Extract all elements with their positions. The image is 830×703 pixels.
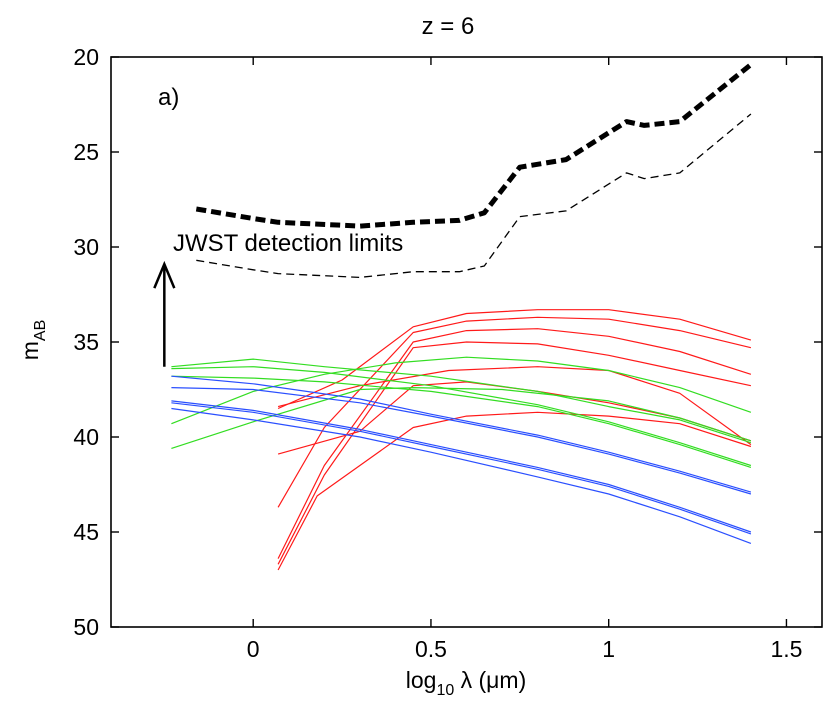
y-tick-label: 25 bbox=[73, 139, 99, 165]
y-tick-label: 50 bbox=[73, 614, 99, 640]
x-axis-label: log10 λ (μm) bbox=[406, 667, 527, 699]
series-line-18 bbox=[171, 402, 752, 535]
detection-arrow bbox=[153, 260, 176, 367]
series-line-8 bbox=[277, 411, 752, 571]
y-axis-label-base: m bbox=[17, 341, 43, 360]
x-tick-label: 1 bbox=[602, 636, 615, 662]
tick-layer: 0 0.5 1 1.5 20 25 30 35 40 45 50 bbox=[73, 44, 822, 662]
x-axis-label-base: log bbox=[406, 667, 437, 693]
series-line-16 bbox=[171, 387, 752, 495]
y-tick-label: 30 bbox=[73, 234, 99, 260]
series-line-1 bbox=[195, 62, 753, 229]
y-tick-label: 40 bbox=[73, 424, 99, 450]
y-tick-label: 20 bbox=[73, 44, 99, 70]
y-axis-label: mAB bbox=[17, 320, 49, 361]
series-line-19 bbox=[171, 407, 752, 544]
x-axis-label-subscript: 10 bbox=[436, 682, 454, 699]
series-line-3 bbox=[277, 309, 752, 410]
series-line-12 bbox=[171, 375, 752, 468]
x-tick-label: 0.5 bbox=[415, 636, 447, 662]
series-line-5 bbox=[277, 328, 752, 559]
series-line-13 bbox=[171, 356, 752, 425]
series-line-10 bbox=[171, 358, 752, 444]
series-line-6 bbox=[277, 341, 752, 565]
series-line-11 bbox=[171, 366, 752, 467]
series-line-15 bbox=[171, 375, 752, 493]
panel-label: a) bbox=[158, 84, 179, 111]
y-tick-label: 45 bbox=[73, 519, 99, 545]
series-line-14 bbox=[171, 387, 752, 449]
series-line-4 bbox=[277, 316, 752, 508]
x-tick-label: 1.5 bbox=[770, 636, 802, 662]
x-tick-label: 0 bbox=[247, 636, 260, 662]
series-line-7 bbox=[277, 366, 752, 446]
series-line-2 bbox=[196, 113, 752, 279]
x-axis-label-rest: λ (μm) bbox=[454, 667, 526, 693]
arrow-head bbox=[153, 260, 176, 289]
chart-title: z = 6 bbox=[422, 13, 475, 40]
y-tick-label: 35 bbox=[73, 329, 99, 355]
series-layer bbox=[171, 62, 753, 571]
jwst-detection-limits-label: JWST detection limits bbox=[173, 230, 403, 257]
series-line-17 bbox=[171, 400, 752, 533]
y-axis-label-subscript: AB bbox=[32, 320, 49, 341]
